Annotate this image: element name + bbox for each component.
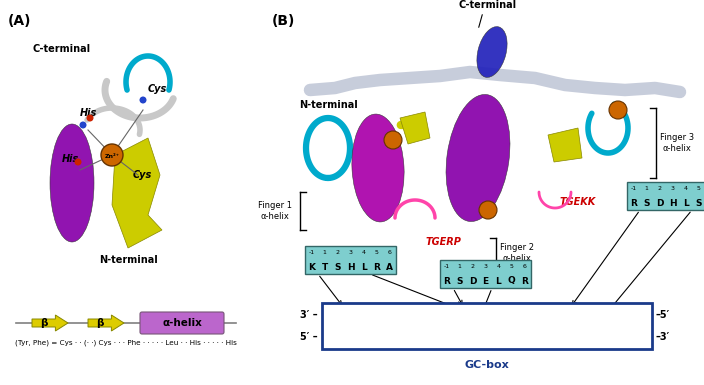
Text: 3: 3 [348, 251, 353, 256]
Circle shape [384, 131, 402, 149]
Text: Finger 3
α-helix: Finger 3 α-helix [660, 133, 694, 153]
Text: 1: 1 [645, 186, 648, 191]
Text: 5: 5 [696, 186, 700, 191]
Text: 2: 2 [336, 251, 339, 256]
Circle shape [479, 201, 497, 219]
Text: α-helix: α-helix [162, 318, 202, 328]
Text: D: D [469, 276, 476, 286]
Text: 1: 1 [458, 264, 461, 269]
Text: GGCCC: GGCCC [336, 332, 370, 342]
Text: (Tyr, Phe) = Cys · · (· ·) Cys · · · Phe · · · · · Leu · · His · · · · · His: (Tyr, Phe) = Cys · · (· ·) Cys · · · Phe… [15, 339, 237, 345]
Text: R: R [521, 276, 528, 286]
Text: L: L [496, 276, 501, 286]
Text: Cys: Cys [148, 84, 168, 94]
Text: 4: 4 [496, 264, 501, 269]
Text: Zn²⁺: Zn²⁺ [104, 154, 120, 159]
Text: C-terminal: C-terminal [459, 0, 517, 10]
Text: β: β [40, 318, 47, 328]
Text: K: K [308, 263, 315, 271]
Text: 5′ –: 5′ – [301, 332, 318, 342]
Circle shape [101, 144, 123, 166]
Text: GCG: GCG [450, 310, 470, 320]
FancyBboxPatch shape [140, 312, 224, 334]
Text: GC-box: GC-box [465, 360, 510, 370]
Text: Q: Q [508, 276, 515, 286]
Text: 6: 6 [522, 264, 527, 269]
Text: 3: 3 [484, 264, 487, 269]
Text: β: β [96, 318, 103, 328]
Text: TGEKK: TGEKK [560, 197, 596, 207]
Text: C-terminal: C-terminal [33, 44, 91, 54]
Circle shape [80, 122, 87, 129]
Text: CCGGG: CCGGG [336, 310, 370, 320]
Circle shape [609, 101, 627, 119]
Text: S: S [643, 199, 650, 208]
Polygon shape [32, 315, 68, 331]
Ellipse shape [446, 94, 510, 221]
Text: S: S [456, 276, 463, 286]
Bar [627, 182, 704, 210]
Ellipse shape [50, 124, 94, 242]
Bar [322, 303, 652, 349]
Bar [305, 246, 396, 274]
Text: D: D [655, 199, 663, 208]
Text: E: E [482, 276, 489, 286]
Text: His: His [62, 154, 80, 164]
Text: Finger 1
α-helix: Finger 1 α-helix [258, 201, 292, 221]
Text: H: H [669, 199, 677, 208]
Text: 4: 4 [361, 251, 365, 256]
Text: S: S [334, 263, 341, 271]
Polygon shape [548, 128, 582, 162]
Text: 5: 5 [375, 251, 379, 256]
Text: –5′: –5′ [656, 310, 670, 320]
Ellipse shape [477, 27, 507, 77]
Text: N-terminal: N-terminal [298, 100, 358, 110]
Text: L: L [683, 199, 689, 208]
Text: 5: 5 [510, 264, 513, 269]
Text: 3: 3 [670, 186, 674, 191]
Text: GGG: GGG [562, 310, 582, 320]
Text: Cys: Cys [133, 170, 152, 180]
Text: -1: -1 [444, 264, 450, 269]
Text: 2: 2 [658, 186, 662, 191]
Circle shape [75, 159, 82, 166]
Text: 6: 6 [388, 251, 391, 256]
Text: S: S [696, 199, 702, 208]
Text: R: R [373, 263, 380, 271]
Text: -1: -1 [308, 251, 315, 256]
Polygon shape [88, 315, 124, 331]
Text: (B): (B) [272, 14, 296, 28]
Text: Finger 2
α-helix: Finger 2 α-helix [500, 243, 534, 263]
Polygon shape [400, 112, 430, 144]
Text: 3′ –: 3′ – [301, 310, 318, 320]
Text: T: T [321, 263, 327, 271]
Ellipse shape [352, 114, 404, 222]
Text: 1: 1 [322, 251, 327, 256]
Text: (A): (A) [8, 14, 32, 28]
Text: N-terminal: N-terminal [99, 255, 158, 265]
Polygon shape [112, 138, 162, 248]
Text: TGERP: TGERP [425, 237, 461, 247]
Text: R: R [630, 199, 637, 208]
Text: 4: 4 [684, 186, 688, 191]
Text: -1: -1 [631, 186, 636, 191]
Bar [440, 260, 531, 288]
Circle shape [87, 114, 94, 122]
Text: R: R [443, 276, 450, 286]
Text: His: His [80, 108, 97, 118]
Text: H: H [346, 263, 354, 271]
Circle shape [139, 97, 146, 104]
Text: A: A [386, 263, 393, 271]
Text: CGC: CGC [450, 332, 470, 342]
Text: CCC: CCC [562, 332, 582, 342]
Text: L: L [360, 263, 366, 271]
Text: –3′: –3′ [656, 332, 670, 342]
Text: 2: 2 [470, 264, 474, 269]
